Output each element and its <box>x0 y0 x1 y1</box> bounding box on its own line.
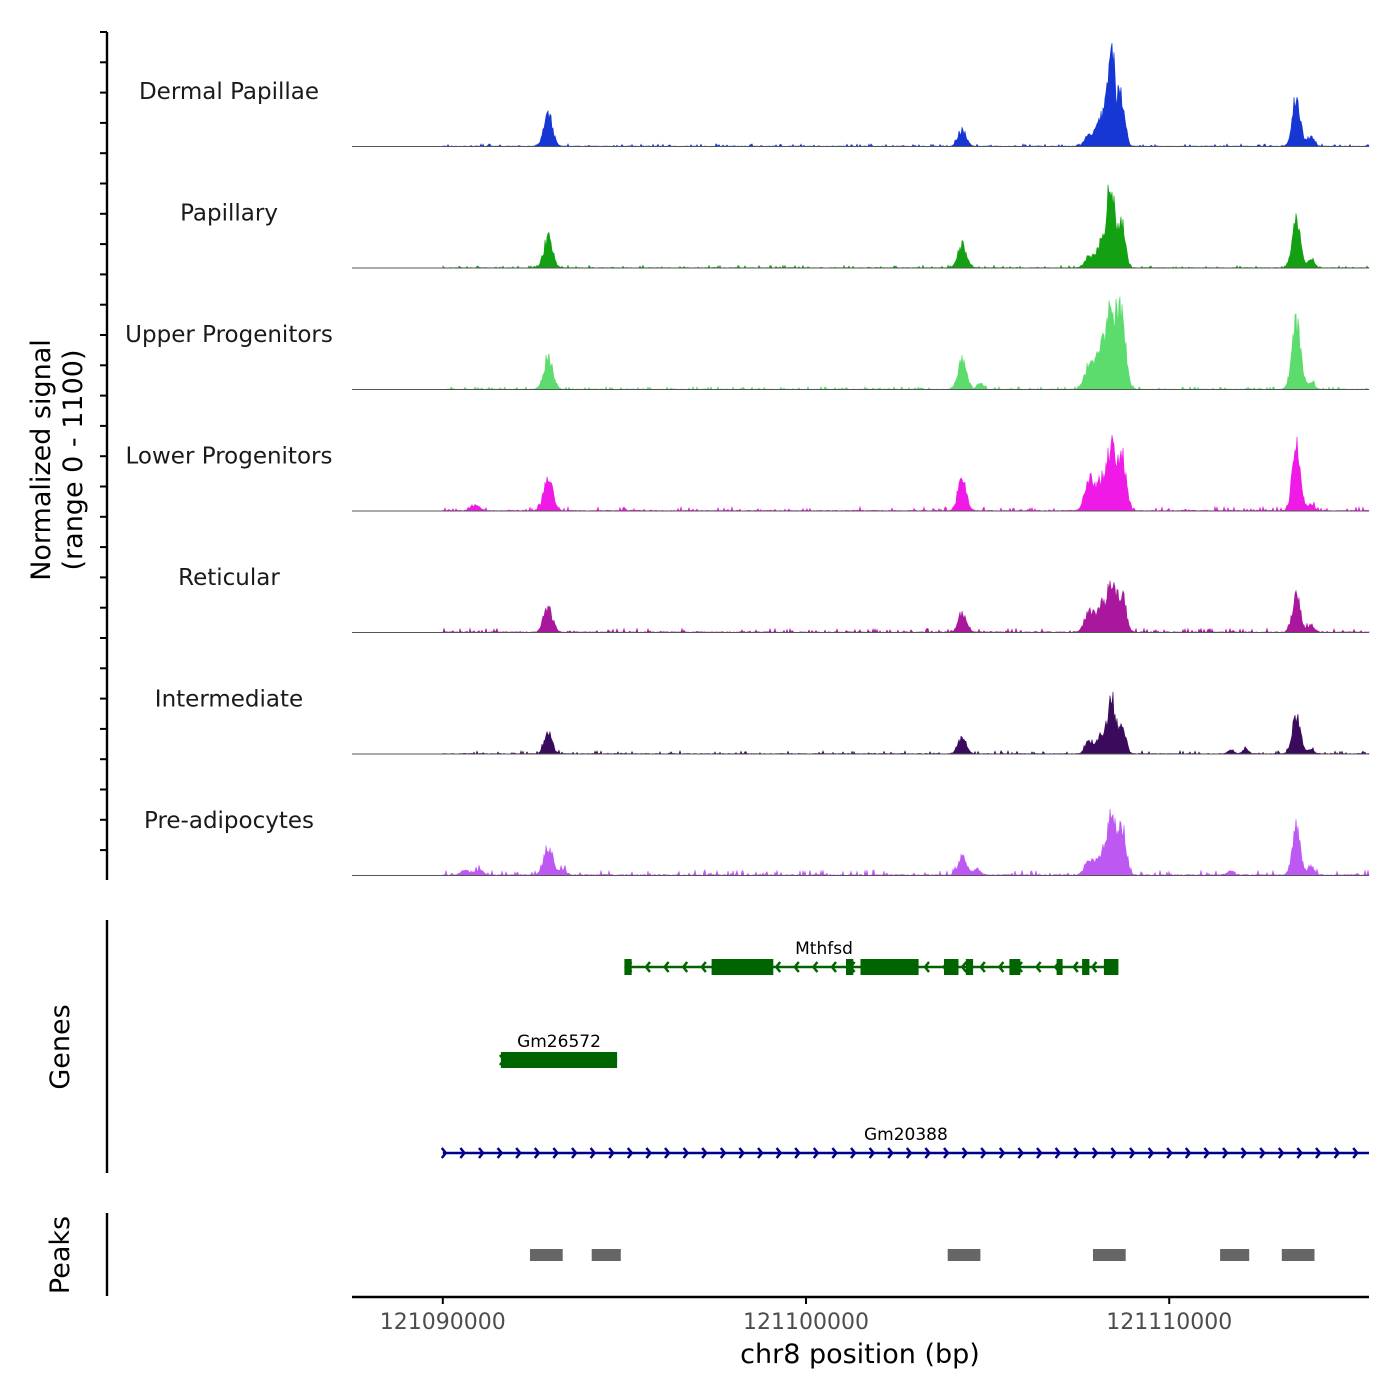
peak-regions <box>530 1249 1315 1261</box>
exon <box>500 1052 618 1068</box>
signal-area <box>442 580 1370 634</box>
peak-region <box>591 1249 621 1261</box>
strand-arrows <box>440 1147 1359 1159</box>
gene-gm26572: Gm26572 <box>498 1032 618 1068</box>
track-label: Papillary <box>180 201 278 227</box>
exon <box>1103 959 1119 975</box>
peak-region <box>1093 1249 1126 1261</box>
genes-panel-label: Genes <box>45 1004 76 1089</box>
gene-gm20388: Gm20388 <box>440 1125 1369 1159</box>
signal-y-ticks <box>100 31 107 852</box>
track-papillary: Papillary <box>180 184 1370 269</box>
exon <box>965 959 974 975</box>
gene-models: Mthfsd Gm26572 Gm20388 <box>440 939 1369 1159</box>
track-dermal-papillae: Dermal Papillae <box>139 43 1370 148</box>
exon <box>846 959 854 975</box>
exon <box>944 959 959 975</box>
track-reticular: Reticular <box>178 565 1370 634</box>
peak-region <box>1220 1249 1250 1261</box>
exon <box>624 959 632 975</box>
gene-mthfsd: Mthfsd <box>624 939 1119 975</box>
exon <box>1009 959 1021 975</box>
track-label: Pre-adipocytes <box>144 808 314 834</box>
x-tick-label: 121110000 <box>1106 1310 1232 1335</box>
x-axis-ticks: 121090000 121100000 121110000 <box>380 1297 1232 1335</box>
track-intermediate: Intermediate <box>155 687 1370 755</box>
track-label: Lower Progenitors <box>126 444 333 470</box>
signal-tracks: Dermal Papillae Papillary Upper Progenitor… <box>125 43 1370 877</box>
track-pre-adipocytes: Pre-adipocytes <box>144 808 1370 877</box>
genes-panel: Genes Mthfsd Gm26572 Gm20388 <box>45 920 1369 1173</box>
peak-region <box>530 1249 563 1261</box>
x-tick-label: 121090000 <box>380 1310 506 1335</box>
gene-label: Mthfsd <box>795 939 853 959</box>
signal-y-axis-label-line2: (range 0 - 1100) <box>58 350 89 571</box>
track-label: Reticular <box>178 565 280 591</box>
gene-label: Gm26572 <box>517 1032 601 1052</box>
exon <box>711 959 774 975</box>
exon <box>860 959 919 975</box>
signal-panel: Normalized signal (range 0 - 1100) Derma… <box>26 31 1370 880</box>
peak-region <box>947 1249 981 1261</box>
peak-region <box>1281 1249 1315 1261</box>
x-tick-label: 121100000 <box>743 1310 869 1335</box>
x-axis-label: chr8 position (bp) <box>740 1339 980 1370</box>
signal-y-axis-label-line1: Normalized signal <box>26 339 57 581</box>
gene-label: Gm20388 <box>864 1125 948 1145</box>
x-axis: 121090000 121100000 121110000 chr8 positio… <box>352 1295 1369 1370</box>
track-label: Dermal Papillae <box>139 79 319 105</box>
track-upper-progenitors: Upper Progenitors <box>125 296 1370 391</box>
peaks-panel-label: Peaks <box>45 1216 76 1294</box>
track-label: Intermediate <box>155 687 303 713</box>
track-label: Upper Progenitors <box>125 322 333 348</box>
peaks-panel: Peaks <box>45 1213 1315 1296</box>
exon <box>1082 959 1090 975</box>
exon <box>1056 959 1063 975</box>
track-lower-progenitors: Lower Progenitors <box>126 434 1370 512</box>
